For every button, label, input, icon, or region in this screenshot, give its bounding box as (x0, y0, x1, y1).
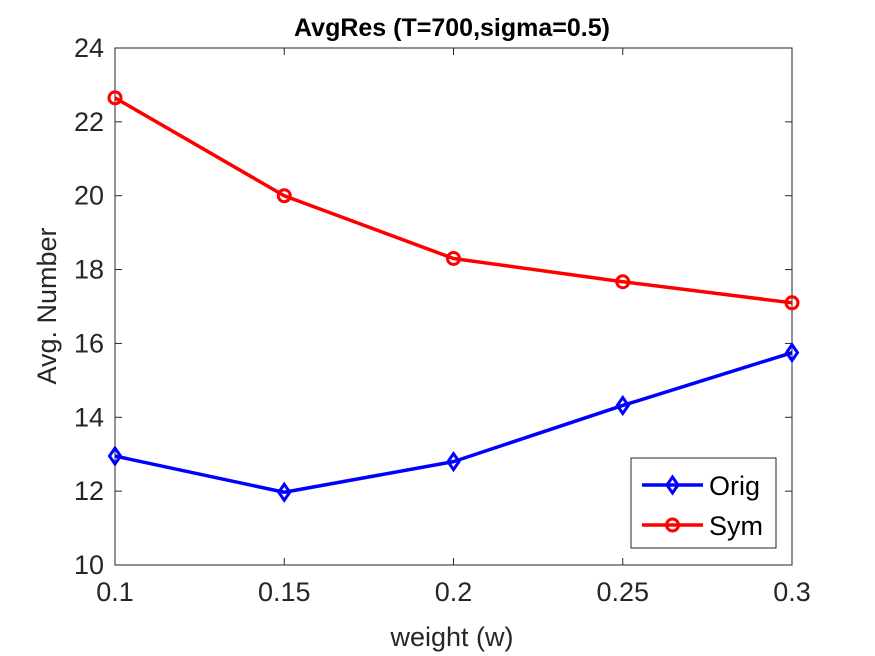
legend-label-orig: Orig (709, 471, 760, 501)
data-point-sym (107, 90, 123, 106)
axis-ticks (114, 47, 793, 566)
legend-label-sym: Sym (709, 511, 763, 541)
data-point-orig (446, 450, 461, 473)
series-layer (107, 90, 800, 503)
y-tick-label: 22 (74, 107, 104, 137)
data-point-sym (784, 295, 800, 311)
y-tick-label: 18 (74, 255, 104, 285)
legend: Orig Sym (630, 457, 777, 549)
legend-box (630, 457, 777, 549)
y-tick-label: 10 (74, 550, 104, 580)
series-sym (107, 90, 800, 311)
y-tick-label: 20 (74, 181, 104, 211)
x-tick-label: 0.25 (596, 577, 649, 607)
series-orig (107, 342, 800, 503)
y-tick-label: 16 (74, 328, 104, 358)
legend-marker-orig (665, 474, 680, 496)
data-point-orig (276, 481, 292, 503)
x-tick-label: 0.2 (435, 577, 473, 607)
legend-marker-sym (665, 517, 680, 533)
data-point-orig (784, 342, 800, 364)
y-axis-label: Avg. Number (32, 227, 62, 384)
x-tick-label: 0.15 (258, 577, 311, 607)
x-tick-label: 0.1 (96, 577, 134, 607)
chart-title: AvgRes (T=700,sigma=0.5) (294, 14, 610, 42)
y-tick-label: 24 (74, 33, 104, 63)
data-point-orig (107, 445, 123, 467)
data-point-orig (615, 394, 631, 417)
x-axis-label: weight (w) (389, 622, 513, 652)
data-point-sym (615, 274, 631, 290)
tick-labels: 0.1 0.15 0.2 0.25 0.3 10 12 14 16 18 20 22 24 (74, 33, 811, 607)
y-tick-label: 14 (74, 402, 104, 432)
data-point-sym (446, 250, 461, 266)
series-line-orig (114, 350, 793, 495)
data-point-sym (276, 188, 292, 204)
y-tick-label: 12 (74, 476, 104, 506)
series-line-sym (114, 96, 793, 305)
x-tick-label: 0.3 (773, 577, 811, 607)
